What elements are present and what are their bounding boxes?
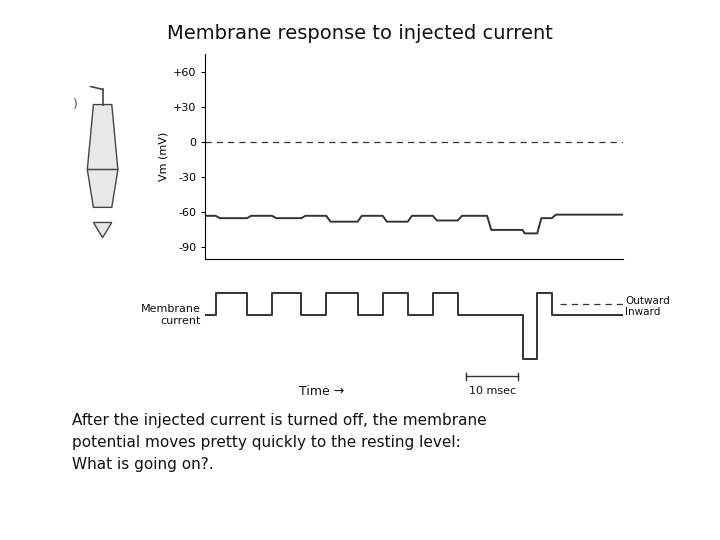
- Text: ): ): [73, 98, 78, 111]
- Text: After the injected current is turned off, the membrane
potential moves pretty qu: After the injected current is turned off…: [72, 413, 487, 472]
- Polygon shape: [87, 170, 118, 207]
- Text: Inward: Inward: [625, 307, 660, 316]
- Text: Membrane
current: Membrane current: [141, 304, 201, 326]
- Text: Time →: Time →: [300, 385, 344, 399]
- Text: Membrane response to injected current: Membrane response to injected current: [167, 24, 553, 43]
- Text: Outward: Outward: [625, 296, 670, 306]
- Y-axis label: Vm (mV): Vm (mV): [158, 132, 168, 181]
- Polygon shape: [94, 222, 112, 238]
- Polygon shape: [87, 105, 118, 170]
- Text: 10 msec: 10 msec: [469, 387, 516, 396]
